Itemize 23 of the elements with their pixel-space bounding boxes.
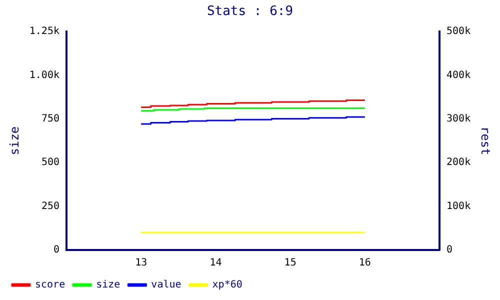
legend-label: xp*60 [212, 280, 242, 291]
x-tick-label: 15 [284, 258, 296, 269]
y2-axis-title: rest [478, 126, 493, 156]
y-axis-title: size [7, 126, 22, 156]
y2-tick-label: 0 [446, 244, 453, 256]
y-tick-label: 500 [41, 157, 60, 168]
y-tick-label: 250 [41, 200, 60, 212]
y-tick-label: 750 [41, 114, 60, 125]
x-tick-label: 13 [135, 258, 148, 269]
y2-tick-label: 200k [446, 157, 471, 168]
y-tick-label: 0 [53, 244, 60, 256]
y2-tick-label: 500k [446, 26, 471, 38]
chart-title: Stats : 6:9 [206, 4, 294, 20]
y-tick-label: 1.25k [29, 26, 60, 38]
y2-tick-label: 100k [446, 200, 471, 212]
x-tick-label: 16 [358, 258, 371, 269]
legend-label: value [151, 280, 182, 291]
legend-label: score [35, 280, 66, 291]
x-tick-label: 14 [210, 258, 222, 269]
y2-tick-label: 400k [446, 70, 471, 81]
y2-tick-label: 300k [446, 114, 471, 125]
legend-label: size [96, 280, 120, 291]
y-tick-label: 1.00k [29, 70, 60, 81]
